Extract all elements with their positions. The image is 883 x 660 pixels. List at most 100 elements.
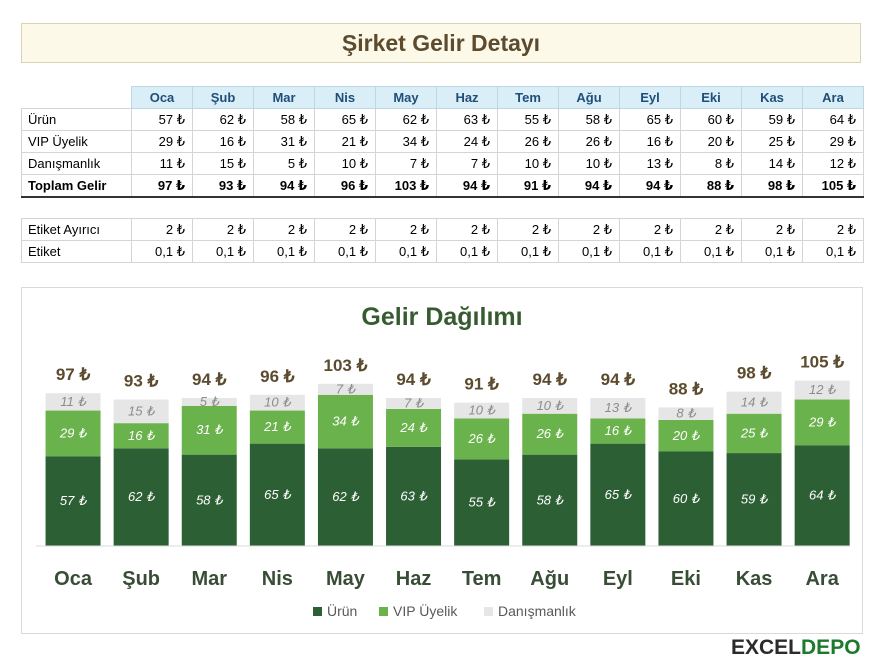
bar-segment <box>45 410 101 457</box>
row-label: Etiket Ayırıcı <box>21 218 132 241</box>
data-label: 31 ₺ <box>196 422 224 437</box>
bar-segment <box>113 399 169 424</box>
category-label: Ara <box>805 568 839 590</box>
bar-segment <box>45 393 101 411</box>
data-label: 58 ₺ <box>537 492 565 507</box>
table-cell: 25 ₺ <box>741 130 803 153</box>
bar-segment <box>794 445 850 546</box>
bar-segment <box>658 420 714 452</box>
data-label: 7 ₺ <box>404 395 425 410</box>
legend-swatch <box>484 607 493 616</box>
table-cell: 0,1 ₺ <box>497 240 559 263</box>
row-label: VIP Üyelik <box>21 130 132 153</box>
data-label: 60 ₺ <box>673 491 701 506</box>
page-title-box: Şirket Gelir Detayı <box>21 23 861 63</box>
table-cell: 88 ₺ <box>680 174 742 198</box>
legend-label: Danışmanlık <box>498 603 577 619</box>
table-cell: 16 ₺ <box>192 130 254 153</box>
data-label: 14 ₺ <box>741 395 769 410</box>
legend-swatch <box>313 607 322 616</box>
table-row: Toplam Gelir 97 ₺ 93 ₺ 94 ₺ 96 ₺ 103 ₺ 94 ₺ 91 … <box>21 174 864 198</box>
table-cell: 58 ₺ <box>558 108 620 131</box>
table-cell: 0,1 ₺ <box>192 240 254 263</box>
category-label: Haz <box>396 568 432 590</box>
table-cell: 93 ₺ <box>192 174 254 198</box>
table-cell: 98 ₺ <box>741 174 803 198</box>
month-header: Nis <box>314 86 376 109</box>
table-cell: 14 ₺ <box>741 152 803 175</box>
total-label: 88 ₺ <box>669 379 704 398</box>
category-label: Kas <box>736 568 773 590</box>
category-label: Oca <box>54 568 93 590</box>
month-header: Haz <box>436 86 498 109</box>
month-header: Eki <box>680 86 742 109</box>
table-cell: 105 ₺ <box>802 174 864 198</box>
chart-area: Gelir Dağılımı 57 ₺ 29 ₺ 11 ₺ 97 ₺ Oca 62 ₺ 16 … <box>21 287 863 634</box>
bar-segment <box>522 413 578 455</box>
table-cell: 2 ₺ <box>436 218 498 241</box>
table-cell: 0,1 ₺ <box>741 240 803 263</box>
table-cell: 26 ₺ <box>558 130 620 153</box>
category-label: Nis <box>262 568 293 590</box>
data-label: 16 ₺ <box>128 428 156 443</box>
table-cell: 2 ₺ <box>558 218 620 241</box>
data-label: 16 ₺ <box>605 423 633 438</box>
data-label: 15 ₺ <box>128 403 156 418</box>
month-header: Tem <box>497 86 559 109</box>
data-label: 11 ₺ <box>60 394 87 409</box>
table-cell: 58 ₺ <box>253 108 315 131</box>
table-row: Etiket 0,1 ₺ 0,1 ₺ 0,1 ₺ 0,1 ₺ 0,1 ₺ 0,1 ₺ 0,1 … <box>21 240 864 263</box>
chart-title: Gelir Dağılımı <box>361 303 522 331</box>
total-label: 96 ₺ <box>260 367 295 386</box>
data-label: 12 ₺ <box>809 382 837 397</box>
bar-segment <box>249 394 305 411</box>
category-label: Şub <box>122 568 160 590</box>
bar-segment <box>454 418 510 460</box>
table-cell: 29 ₺ <box>131 130 193 153</box>
data-label: 62 ₺ <box>332 489 360 504</box>
table-cell: 0,1 ₺ <box>802 240 864 263</box>
bar-segment <box>113 423 169 449</box>
bar-segment <box>726 413 782 454</box>
category-label: May <box>326 568 366 590</box>
bar-segment <box>181 405 237 455</box>
data-label: 65 ₺ <box>264 487 292 502</box>
page-title: Şirket Gelir Detayı <box>341 29 541 56</box>
table-cell: 0,1 ₺ <box>558 240 620 263</box>
table-cell: 0,1 ₺ <box>619 240 681 263</box>
table-cell: 2 ₺ <box>497 218 559 241</box>
bar-segment <box>45 456 101 546</box>
row-label: Danışmanlık <box>21 152 132 175</box>
data-label: 20 ₺ <box>672 428 701 443</box>
table-row: Danışmanlık 11 ₺ 15 ₺ 5 ₺ 10 ₺ 7 ₺ 7 ₺ 10 ₺ 10 ₺… <box>21 152 864 175</box>
logo-part-2: DEPO <box>801 636 861 659</box>
bar-segment <box>317 394 373 449</box>
total-label: 94 ₺ <box>396 370 431 389</box>
table-cell: 20 ₺ <box>680 130 742 153</box>
table-cell: 62 ₺ <box>375 108 437 131</box>
data-label: 8 ₺ <box>676 406 697 421</box>
bar-segment <box>317 448 373 546</box>
data-label: 10 ₺ <box>264 395 292 410</box>
data-label: 21 ₺ <box>263 419 292 434</box>
total-label: 93 ₺ <box>124 372 159 391</box>
table-cell: 0,1 ₺ <box>131 240 193 263</box>
table-cell: 59 ₺ <box>741 108 803 131</box>
category-label: Eyl <box>603 568 633 590</box>
bar-segment <box>454 402 510 419</box>
data-label: 34 ₺ <box>332 414 360 429</box>
total-label: 94 ₺ <box>192 370 227 389</box>
table-cell: 2 ₺ <box>253 218 315 241</box>
table-cell: 29 ₺ <box>802 130 864 153</box>
data-label: 29 ₺ <box>59 425 88 440</box>
bar-segment <box>317 383 373 395</box>
table-cell: 2 ₺ <box>802 218 864 241</box>
bar-segment <box>794 399 850 446</box>
month-header: Eyl <box>619 86 681 109</box>
data-label: 55 ₺ <box>468 495 496 510</box>
table-row: Ürün 57 ₺ 62 ₺ 58 ₺ 65 ₺ 62 ₺ 63 ₺ 55 ₺ 58 ₺ 65 ₺… <box>21 108 864 131</box>
month-header: Şub <box>192 86 254 109</box>
table-cell: 0,1 ₺ <box>375 240 437 263</box>
bar-segment <box>590 418 646 444</box>
data-label: 59 ₺ <box>741 492 769 507</box>
